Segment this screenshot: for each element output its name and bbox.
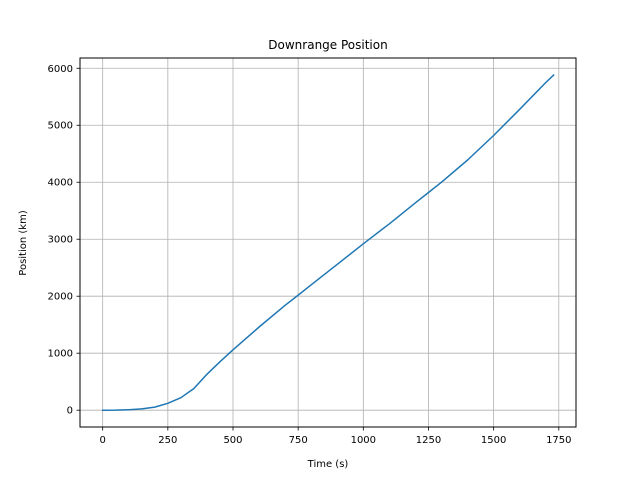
y-tick-label: 3000 bbox=[48, 235, 73, 246]
y-tick-label: 6000 bbox=[48, 64, 73, 75]
x-tick-label: 0 bbox=[99, 435, 105, 446]
x-tick-label: 1750 bbox=[546, 435, 571, 446]
x-tick-label: 1250 bbox=[416, 435, 441, 446]
x-tick-label: 1500 bbox=[481, 435, 506, 446]
x-tick-label: 500 bbox=[223, 435, 242, 446]
plot-area-frame bbox=[79, 57, 577, 428]
x-axis-label: Time (s) bbox=[307, 459, 349, 470]
y-tick-label: 5000 bbox=[48, 121, 73, 132]
y-tick-label: 4000 bbox=[48, 178, 73, 189]
x-axis-ticks: 0 250 500 750 1000 1250 1500 1750 bbox=[99, 427, 572, 446]
y-tick-label: 0 bbox=[67, 406, 73, 417]
y-tick-label: 2000 bbox=[48, 292, 73, 303]
y-axis-ticks: 0 1000 2000 3000 4000 5000 6000 bbox=[48, 64, 80, 417]
y-tick-label: 1000 bbox=[48, 349, 73, 360]
x-tick-label: 250 bbox=[158, 435, 177, 446]
series-line bbox=[101, 74, 555, 411]
grid bbox=[80, 58, 576, 427]
series-layer bbox=[101, 74, 555, 411]
x-tick-label: 750 bbox=[289, 435, 308, 446]
x-tick-label: 1000 bbox=[351, 435, 376, 446]
y-axis-label: Position (km) bbox=[18, 210, 29, 276]
chart-title: Downrange Position bbox=[268, 38, 387, 52]
